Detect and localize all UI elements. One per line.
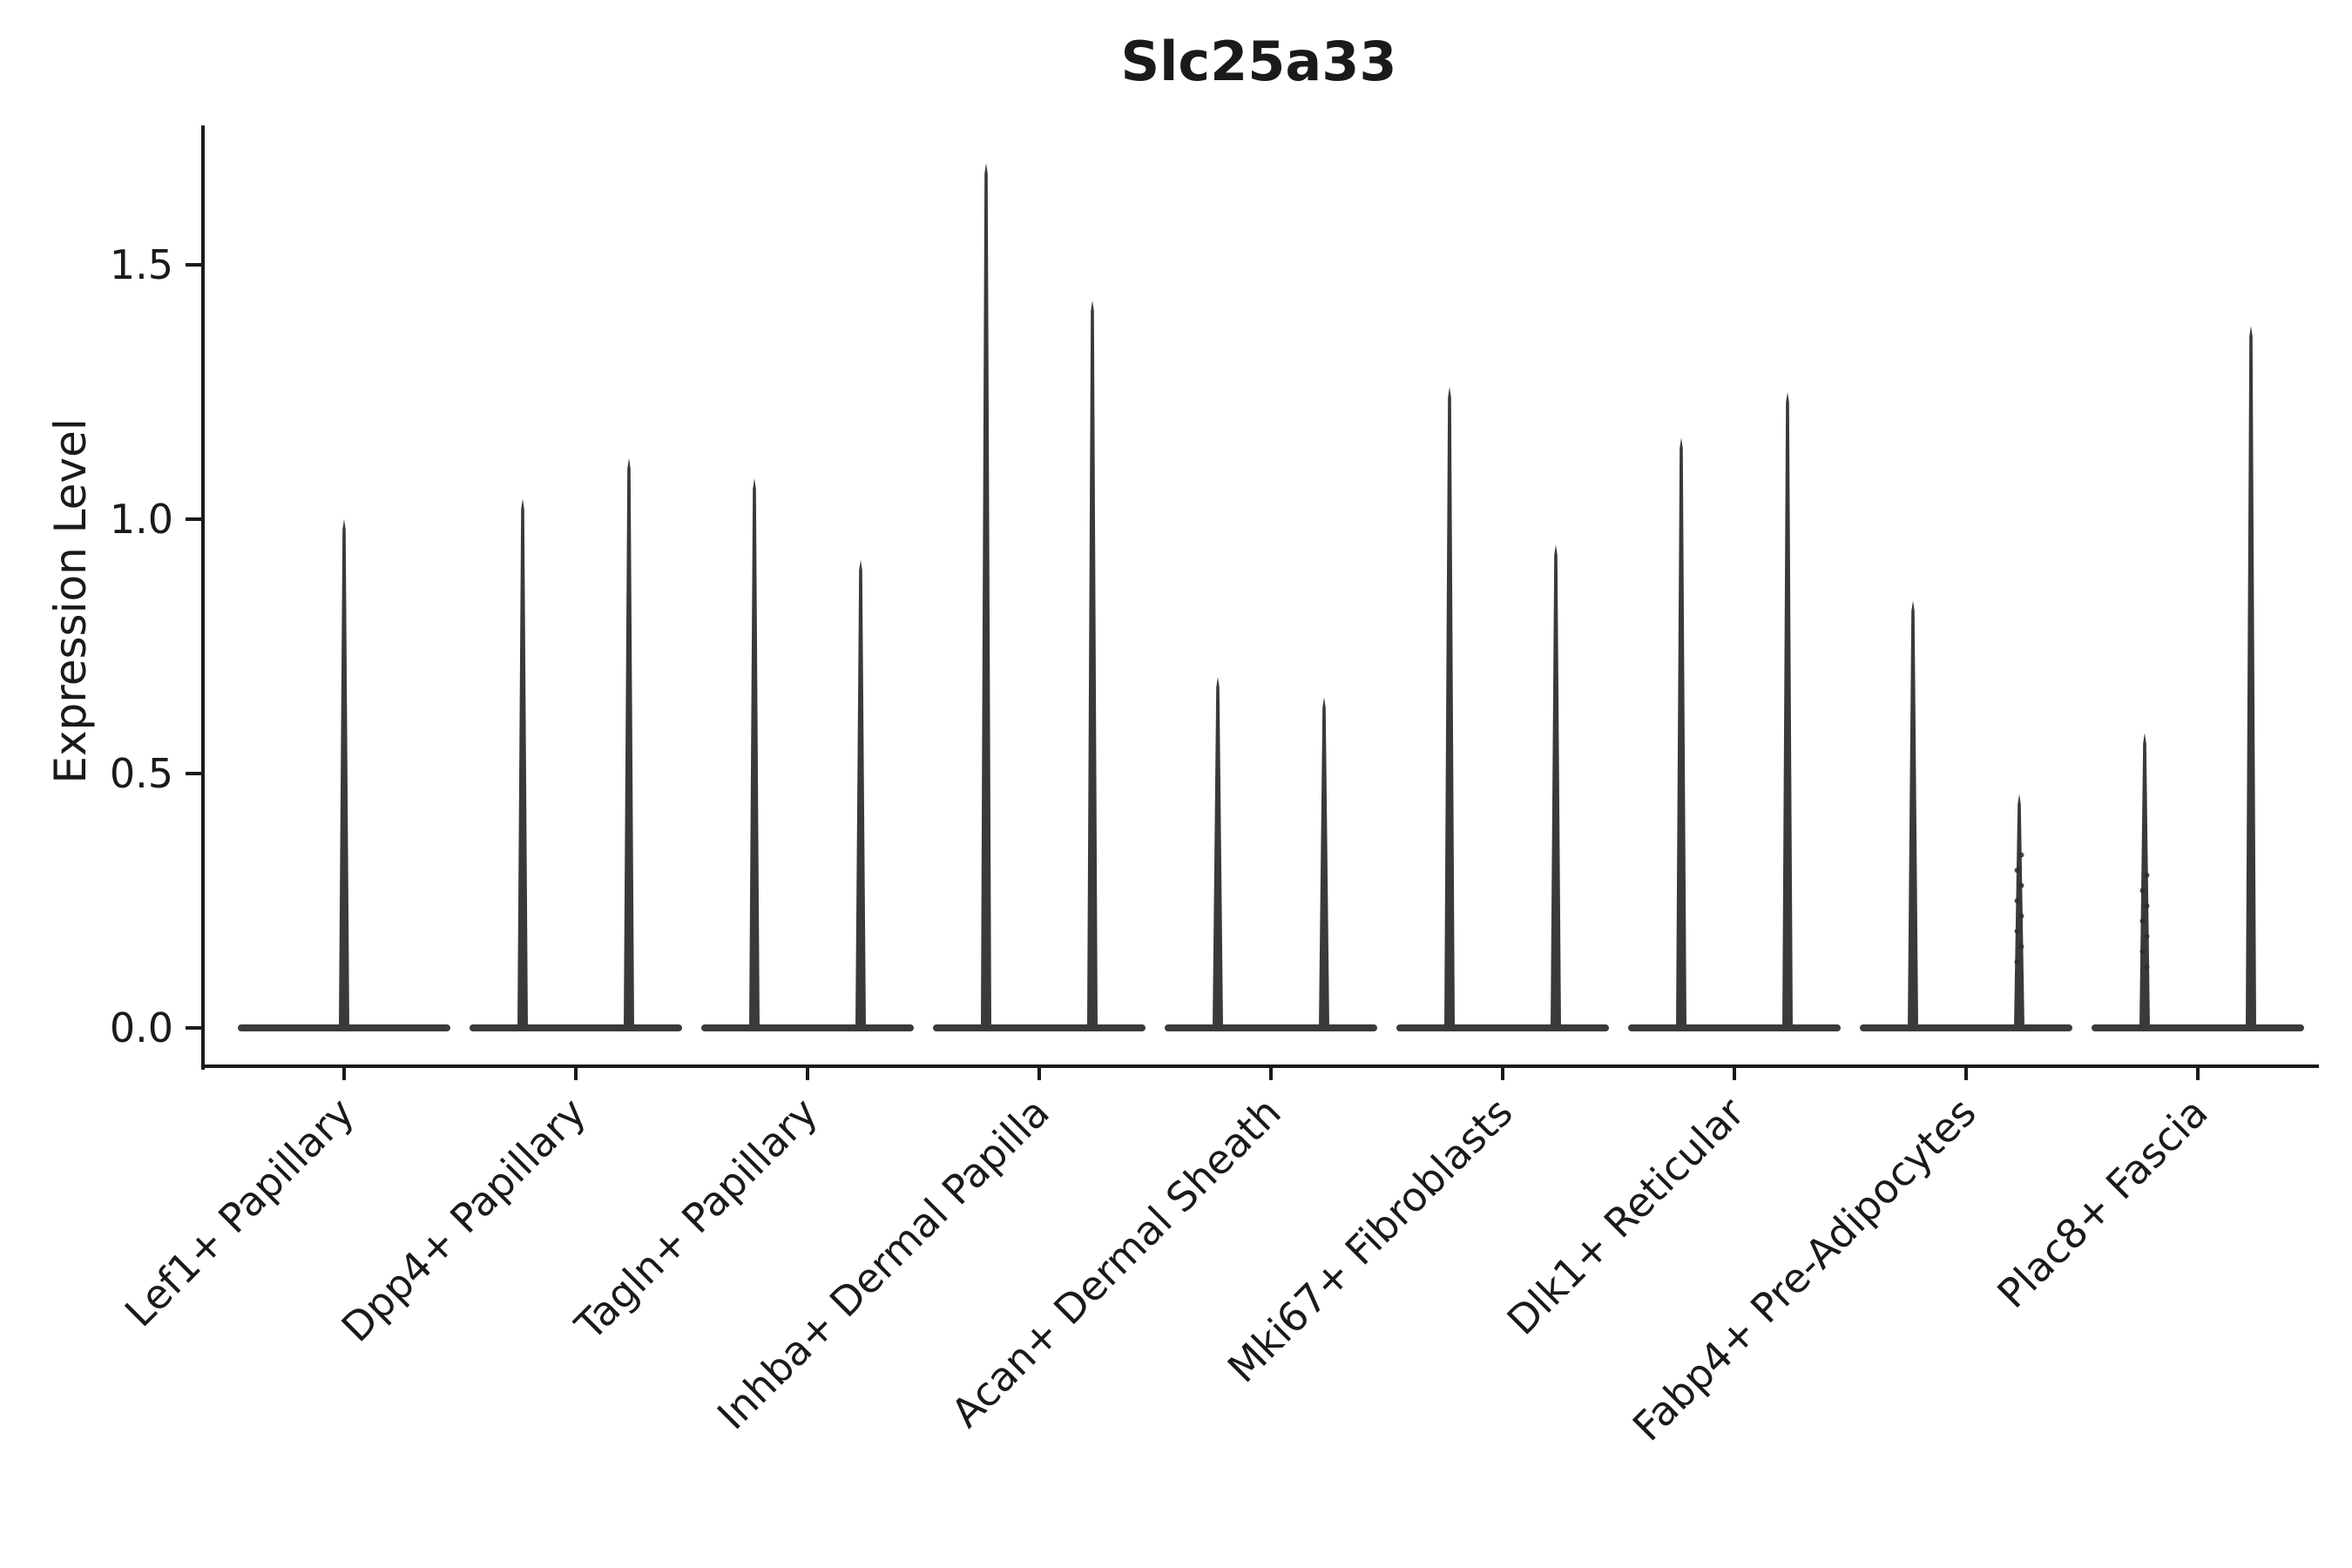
x-tick-label: Dpp4+ Papillary xyxy=(333,1089,595,1351)
violin-spike xyxy=(2014,794,2024,1028)
violin-spike xyxy=(2139,733,2150,1028)
violin-baseline xyxy=(1165,1024,1377,1031)
violin-spike xyxy=(1319,697,1329,1028)
y-tick-label: 0.5 xyxy=(110,750,173,797)
violin-baseline xyxy=(2092,1024,2304,1031)
violin-baseline xyxy=(470,1024,682,1031)
chart-title: Slc25a33 xyxy=(1120,30,1396,93)
cell-dot xyxy=(2144,933,2150,939)
violin-spike xyxy=(624,457,634,1028)
violin-spike xyxy=(1087,300,1098,1028)
violin-spike xyxy=(855,559,866,1028)
y-tick-label: 0.0 xyxy=(110,1004,173,1051)
violin-baseline xyxy=(1860,1024,2072,1031)
violin-spike xyxy=(2246,326,2256,1029)
cell-dot xyxy=(2139,949,2146,955)
violin-spike xyxy=(1213,677,1223,1028)
x-tick-label: Lef1+ Papillary xyxy=(116,1089,363,1336)
cell-dot xyxy=(2144,872,2150,878)
violin-baseline xyxy=(1628,1024,1841,1031)
violin-spike xyxy=(749,478,760,1028)
cell-dot xyxy=(2018,852,2024,858)
violin-spike xyxy=(1444,387,1455,1028)
x-tick-label: Plac8+ Fascia xyxy=(1988,1089,2216,1317)
violin-spike xyxy=(339,519,349,1028)
y-tick-label: 1.0 xyxy=(110,496,173,543)
x-tick-label: Dlk1+ Reticular xyxy=(1498,1089,1754,1344)
violin-spike xyxy=(1782,392,1793,1028)
cell-dot xyxy=(2014,959,2020,965)
violin-spike xyxy=(1908,600,1918,1028)
cell-dot xyxy=(2018,913,2024,919)
violin-baseline xyxy=(933,1024,1146,1031)
violin-spike xyxy=(517,498,528,1028)
violin-baseline xyxy=(701,1024,914,1031)
violin-spike xyxy=(981,163,991,1028)
cell-dot xyxy=(2139,888,2146,894)
y-tick-label: 1.5 xyxy=(110,241,173,288)
cell-dot xyxy=(2014,929,2020,935)
violin-baseline xyxy=(1396,1024,1609,1031)
cell-dot xyxy=(2018,882,2024,889)
x-tick-label: Tagln+ Papillary xyxy=(565,1089,827,1350)
y-axis-label: Expression Level xyxy=(45,418,96,783)
cell-dot xyxy=(2014,867,2020,873)
cell-dot xyxy=(2144,902,2150,909)
cell-dot xyxy=(2139,918,2146,924)
violin-spike xyxy=(1551,544,1561,1028)
cell-dot xyxy=(2014,898,2020,903)
cell-dot xyxy=(2144,963,2150,970)
cell-dot xyxy=(2018,943,2024,950)
violin-spike xyxy=(1676,437,1686,1028)
